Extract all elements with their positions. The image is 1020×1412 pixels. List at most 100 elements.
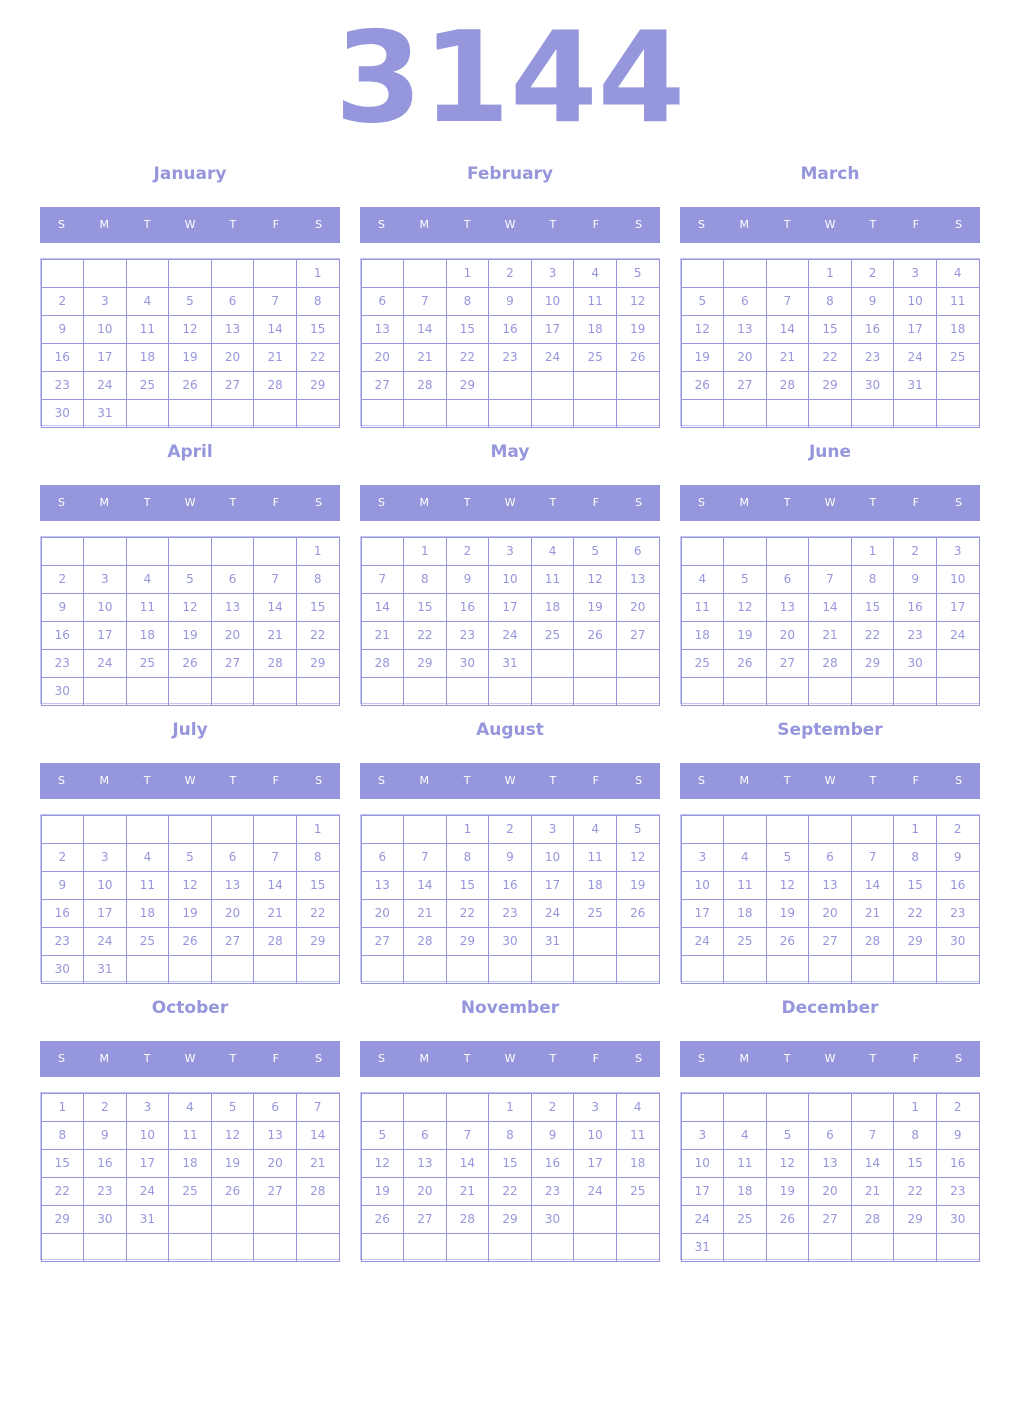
empty-cell [530,676,575,706]
day-cell: 27 [360,370,405,400]
day-cell: 11 [125,592,170,622]
weekday-label: S [57,1052,65,1065]
empty-cell [615,954,660,984]
day-cell: 7 [253,286,297,316]
weekday-label: S [377,218,385,231]
day-cell: 3 [573,1092,617,1122]
day-cell: 6 [615,536,660,566]
weekday-label: T [549,496,557,509]
empty-cell [850,954,895,984]
day-cell: 9 [83,1120,127,1150]
day-cell: 27 [765,648,810,678]
day-cell: 12 [680,314,725,344]
day-cell: 15 [403,592,447,622]
day-cell: 20 [403,1176,447,1206]
day-cell: 10 [83,870,127,900]
month-name: July [172,720,208,740]
day-cell: 26 [210,1176,255,1206]
day-cell: 2 [893,536,937,566]
day-cell: 18 [680,620,725,650]
weekday-label: T [869,218,877,231]
empty-cell [210,1204,255,1234]
day-cell: 1 [893,814,937,844]
day-grid: 1 2 3 4 5 6 7 8 9 10 11 12 13 14 15 16 17 18 19 20 21 22 23 24 2… [40,258,340,428]
day-cell: 24 [488,620,532,650]
day-cell: 31 [83,954,127,984]
weekday-label: W [504,1052,516,1065]
day-cell: 17 [680,1176,725,1206]
day-cell: 5 [360,1120,405,1150]
day-cell: 6 [360,842,405,872]
day-cell: 24 [530,342,575,372]
empty-cell [125,954,170,984]
day-cell: 9 [40,870,85,900]
day-cell: 20 [360,898,405,928]
day-cell: 25 [530,620,575,650]
day-cell: 29 [893,1204,937,1234]
day-cell: 31 [488,648,532,678]
empty-cell [935,398,980,428]
weekday-label: F [912,496,919,509]
weekday-label: T [143,1052,151,1065]
empty-cell [360,676,405,706]
day-cell: 7 [253,842,297,872]
day-cell: 3 [935,536,980,566]
day-cell: 16 [850,314,895,344]
day-cell: 16 [40,620,85,650]
empty-cell [530,648,575,678]
empty-cell [168,536,212,566]
day-cell: 18 [573,314,617,344]
empty-cell [765,1092,810,1122]
empty-cell [893,398,937,428]
day-grid: 1 2 3 4 5 6 7 8 9 10 11 12 13 14 15 16 17 18 19 20 21 22 23 24 2… [680,258,980,428]
empty-cell [253,676,297,706]
day-cell: 15 [445,314,490,344]
day-cell: 7 [850,842,895,872]
month-name: May [490,442,530,462]
empty-cell [765,676,810,706]
empty-cell [295,1232,340,1262]
day-cell: 3 [530,814,575,844]
empty-cell [573,954,617,984]
day-cell: 3 [530,258,575,288]
weekday-label: W [504,496,516,509]
day-cell: 26 [615,898,660,928]
day-cell: 15 [295,870,340,900]
month-name: April [167,442,213,462]
day-cell: 14 [360,592,405,622]
day-cell: 23 [850,342,895,372]
day-cell: 4 [680,564,725,594]
day-cell: 15 [295,314,340,344]
empty-cell [893,954,937,984]
weekday-label: W [184,218,196,231]
day-cell: 30 [935,926,980,956]
day-cell: 5 [168,564,212,594]
empty-cell [83,1232,127,1262]
day-cell: 24 [83,648,127,678]
day-cell: 3 [680,1120,725,1150]
empty-cell [488,398,532,428]
day-cell: 19 [615,870,660,900]
weekday-label: T [869,1052,877,1065]
day-cell: 6 [210,564,255,594]
day-cell: 8 [403,564,447,594]
day-cell: 23 [935,898,980,928]
weekday-label: T [783,496,791,509]
empty-cell [765,1232,810,1262]
day-cell: 8 [488,1120,532,1150]
empty-cell [530,398,575,428]
day-cell: 24 [530,898,575,928]
weekday-label: F [272,774,279,787]
day-cell: 20 [253,1148,297,1178]
day-cell: 22 [295,620,340,650]
day-cell: 29 [445,370,490,400]
empty-cell [83,676,127,706]
empty-cell [850,1232,895,1262]
empty-cell [403,1232,447,1262]
weekday-label: T [783,218,791,231]
day-cell: 15 [488,1148,532,1178]
day-cell: 7 [295,1092,340,1122]
